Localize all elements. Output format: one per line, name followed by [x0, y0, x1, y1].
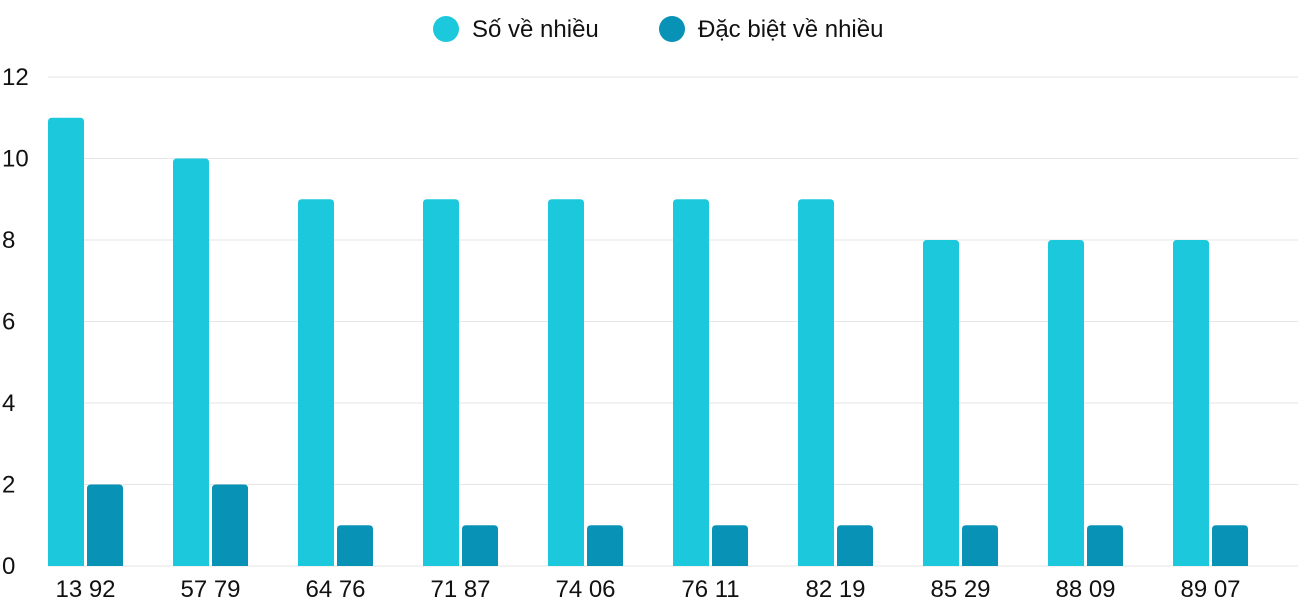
bar-series-2-74-06: [587, 525, 623, 566]
bar-series-1-85-29: [923, 240, 959, 566]
legend: Số về nhiều Đặc biệt về nhiều: [433, 16, 883, 43]
bar-series-1-74-06: [548, 199, 584, 566]
legend-marker-series-2: [659, 16, 685, 42]
x-tick-label: 64 76: [305, 576, 365, 600]
bar-series-1-89-07: [1173, 240, 1209, 566]
bar-series-1-76-11: [673, 199, 709, 566]
bar-series-1-57-79: [173, 158, 209, 566]
bar-series-1-13-92: [48, 117, 84, 566]
x-tick-label: 13 92: [55, 576, 115, 600]
bar-series-1-71-87: [423, 199, 459, 566]
bars: [48, 117, 1248, 566]
bar-series-2-76-11: [712, 525, 748, 566]
legend-label-series-1: Số về nhiều: [472, 16, 599, 43]
bar-series-2-57-79: [212, 484, 248, 566]
y-tick-label: 2: [2, 472, 15, 499]
bar-series-2-64-76: [337, 525, 373, 566]
bar-series-1-82-19: [798, 199, 834, 566]
x-tick-label: 89 07: [1180, 576, 1240, 600]
bar-series-1-64-76: [298, 199, 334, 566]
x-tick-label: 88 09: [1055, 576, 1115, 600]
y-tick-label: 6: [2, 309, 15, 336]
bar-series-2-71-87: [462, 525, 498, 566]
x-tick-label: 74 06: [555, 576, 615, 600]
x-tick-label: 71 87: [430, 576, 490, 600]
legend-label-series-2: Đặc biệt về nhiều: [698, 16, 883, 43]
y-tick-label: 4: [2, 390, 15, 417]
bar-series-1-88-09: [1048, 240, 1084, 566]
x-tick-label: 76 11: [681, 576, 739, 600]
x-tick-label: 82 19: [805, 576, 865, 600]
y-axis-ticks: 0 2 4 6 8 10 12: [2, 64, 29, 580]
bar-series-2-88-09: [1087, 525, 1123, 566]
y-tick-label: 8: [2, 227, 15, 254]
x-axis-ticks: 13 92 57 79 64 76 71 87 74 06 76 11 82 19 85 29…: [55, 576, 1240, 600]
x-tick-label: 85 29: [930, 576, 990, 600]
bar-series-2-82-19: [837, 525, 873, 566]
x-tick-label: 57 79: [180, 576, 240, 600]
bar-series-2-89-07: [1212, 525, 1248, 566]
y-tick-label: 12: [2, 64, 29, 91]
y-tick-label: 0: [2, 553, 15, 580]
bar-series-2-85-29: [962, 525, 998, 566]
bar-series-2-13-92: [87, 484, 123, 566]
y-tick-label: 10: [2, 146, 29, 173]
legend-marker-series-1: [433, 16, 459, 42]
